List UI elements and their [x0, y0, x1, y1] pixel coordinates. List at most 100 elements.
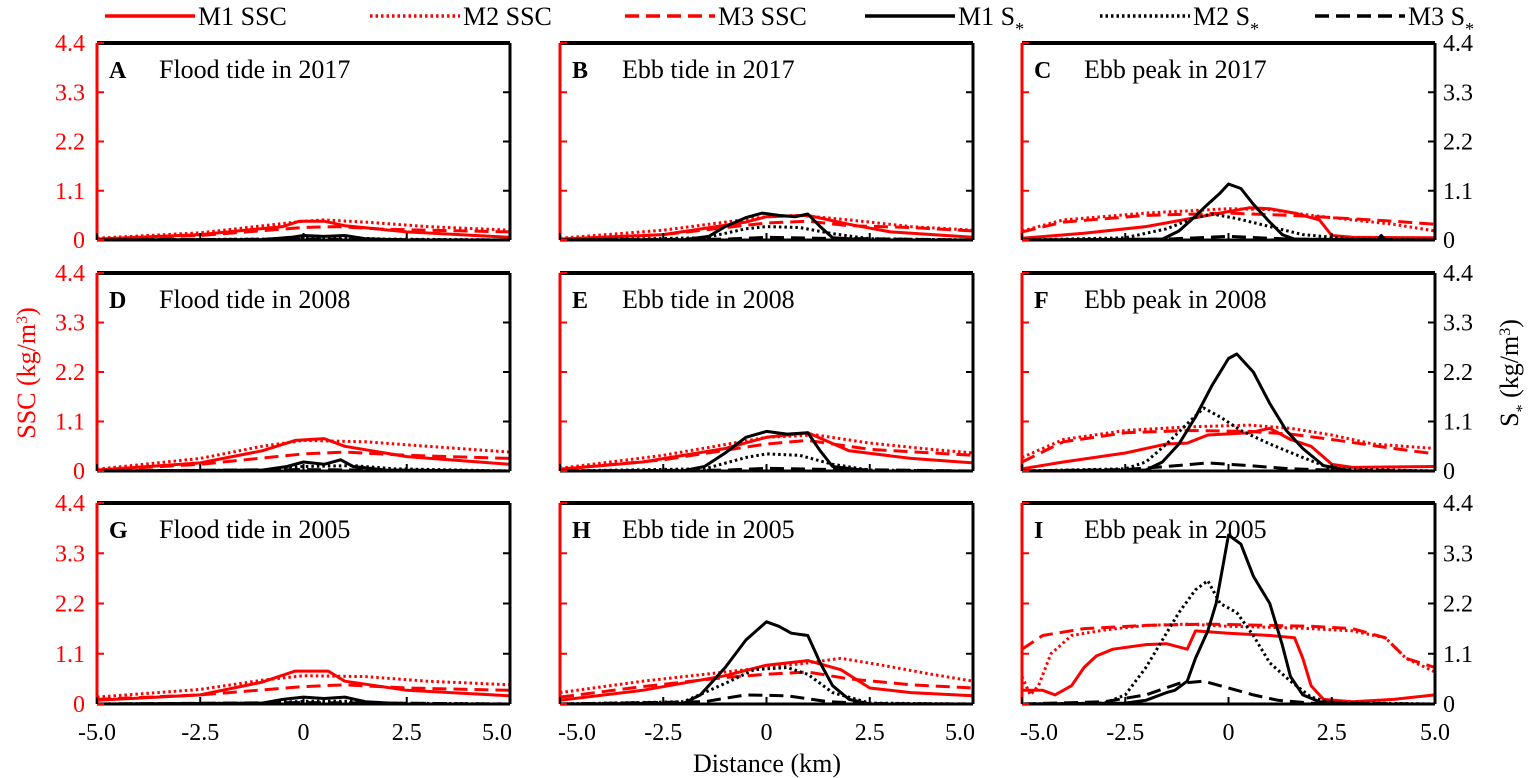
- y-tick-label-left: 3.3: [55, 80, 85, 106]
- panel-g: 0 1.1 2.2 3.3 4.4 -5.0 -2.5 0 2.5 5.0 G Flood tide …: [55, 491, 512, 746]
- panel-b: B Ebb tide in 2017: [558, 41, 975, 242]
- y-tick-label-right: 1.1: [1443, 642, 1473, 668]
- y-tick-label-right: 4.4: [1443, 491, 1473, 517]
- series-m2-ssc: [559, 433, 974, 470]
- ylabel-left-end: ): [12, 307, 41, 316]
- y-tick-label-left: 4.4: [55, 261, 85, 287]
- series-m1-sstar: [1021, 352, 1435, 473]
- series-m2-sstar: [1021, 406, 1436, 473]
- y-tick-label-left: 0: [73, 692, 85, 718]
- series-m3-ssc: [96, 450, 511, 472]
- x-tick-label: 0: [298, 720, 310, 746]
- panel-title: Ebb peak in 2017: [1084, 55, 1267, 84]
- y-tick-label-right: 2.2: [1443, 130, 1473, 156]
- series-m1-ssc: [1022, 629, 1436, 704]
- series-m2-ssc: [96, 674, 511, 699]
- panel-letter: I: [1034, 518, 1043, 544]
- x-tick-label: 5.0: [482, 720, 512, 746]
- x-tick-label: -5.0: [1020, 720, 1058, 746]
- panel-title: Flood tide in 2008: [159, 285, 350, 314]
- x-tick-label: -5.0: [78, 720, 116, 746]
- y-tick-label-right: 0: [1443, 459, 1455, 485]
- legend-label-text: M3 S: [1408, 2, 1465, 31]
- x-tick-label: -2.5: [181, 720, 219, 746]
- series-m3-sstar: [1021, 679, 1436, 706]
- y-tick-label-left: 2.2: [55, 130, 85, 156]
- y-tick-label-left: 3.3: [55, 541, 85, 567]
- legend-label-sub: *: [1250, 19, 1259, 39]
- x-axis-label: Distance (km): [693, 749, 841, 778]
- x-tick-label: 0: [1223, 720, 1235, 746]
- y-tick-label-left: 2.2: [55, 360, 85, 386]
- ylabel-left-sup: 3: [14, 316, 31, 324]
- legend-label: M3 S*: [1408, 2, 1474, 39]
- legend-entry-m2-ssc: M2 SSC: [370, 2, 552, 31]
- series-m2-sstar: [1021, 579, 1436, 706]
- series-m3-ssc: [1021, 622, 1436, 669]
- series-m1-sstar: [559, 620, 973, 706]
- panel-h: -5.0 -2.5 0 2.5 5.0 H Ebb tide in 2005: [558, 501, 975, 746]
- panel-f: 0 1.1 2.2 3.3 4.4 F Ebb peak in 2008: [1020, 261, 1473, 485]
- series-m3-ssc: [559, 438, 974, 471]
- legend-label-text: M1 S: [958, 2, 1015, 31]
- plot-area: [560, 43, 973, 240]
- series-m1-ssc: [559, 659, 974, 702]
- series-m3-ssc: [96, 683, 511, 701]
- panel-title: Ebb peak in 2005: [1084, 515, 1267, 544]
- panels: 0 1.1 2.2 3.3 4.4 A Flood tide in 2017 B Ebb tid…: [55, 31, 1473, 746]
- legend-entry-m3-sstar: M3 S*: [1315, 2, 1474, 39]
- panel-title: Ebb tide in 2008: [622, 285, 795, 314]
- panel-i: 0 1.1 2.2 3.3 4.4 -5.0 -2.5 0 2.5 5.0 I Ebb peak in…: [1020, 491, 1473, 746]
- y-tick-label-right: 4.4: [1443, 261, 1473, 287]
- y-tick-label-right: 3.3: [1443, 80, 1473, 106]
- series-m3-ssc: [559, 670, 974, 699]
- legend-entry-m1-sstar: M1 S*: [865, 2, 1024, 39]
- y-tick-label-right: 3.3: [1443, 311, 1473, 337]
- series-m2-ssc: [1021, 207, 1436, 233]
- y-tick-label-left: 1.1: [55, 410, 85, 436]
- x-tick-label: -2.5: [1106, 720, 1144, 746]
- y-tick-label-left: 1.1: [55, 179, 85, 205]
- series-m3-ssc: [1021, 211, 1436, 234]
- y-tick-label-left: 3.3: [55, 311, 85, 337]
- panel-letter: C: [1034, 58, 1051, 84]
- y-tick-label-left: 4.4: [55, 491, 85, 517]
- panel-letter: G: [109, 518, 128, 544]
- x-tick-label: -5.0: [558, 720, 596, 746]
- panel-title: Flood tide in 2017: [159, 55, 350, 84]
- y-axis-label-right: S* (kg/m3): [1495, 319, 1531, 427]
- series-m1-sstar: [1021, 533, 1435, 706]
- series-m2-ssc: [96, 218, 511, 240]
- ylabel-left-main: SSC (kg/m: [12, 324, 41, 439]
- panel-letter: E: [572, 288, 588, 314]
- plot-area: [97, 273, 510, 471]
- y-tick-label-left: 4.4: [55, 31, 85, 57]
- legend-label: M2 S*: [1193, 2, 1259, 39]
- x-tick-label: 0: [761, 720, 773, 746]
- series-m2-ssc: [559, 656, 974, 695]
- legend-label-text: M1 SSC: [198, 2, 287, 31]
- x-tick-label: 2.5: [1317, 720, 1347, 746]
- ylabel-right-unit: (kg/m: [1495, 336, 1524, 405]
- ylabel-right-end: ): [1495, 319, 1524, 328]
- ylabel-right-main: S: [1495, 412, 1524, 426]
- series-m3-ssc: [1021, 429, 1436, 464]
- y-tick-label-right: 1.1: [1443, 179, 1473, 205]
- series-m2-ssc: [1021, 423, 1436, 459]
- series-group: [559, 620, 974, 706]
- legend-entry-m2-sstar: M2 S*: [1100, 2, 1259, 39]
- legend-label: M3 SSC: [718, 2, 807, 31]
- series-m3-ssc: [96, 225, 511, 241]
- panel-title: Ebb peak in 2008: [1084, 285, 1267, 314]
- series-m1-sstar: [1021, 182, 1435, 242]
- x-tick-label: 5.0: [1420, 720, 1450, 746]
- series-group: [1020, 533, 1436, 706]
- legend-label-sub: *: [1015, 19, 1024, 39]
- plot-area: [1022, 43, 1435, 240]
- series-m1-sstar: [559, 429, 973, 473]
- legend-label: M2 SSC: [463, 2, 552, 31]
- panel-e: E Ebb tide in 2008: [558, 271, 975, 473]
- ylabel-right-sup: 3: [1497, 328, 1514, 336]
- ylabel-right-sub: *: [1514, 404, 1531, 412]
